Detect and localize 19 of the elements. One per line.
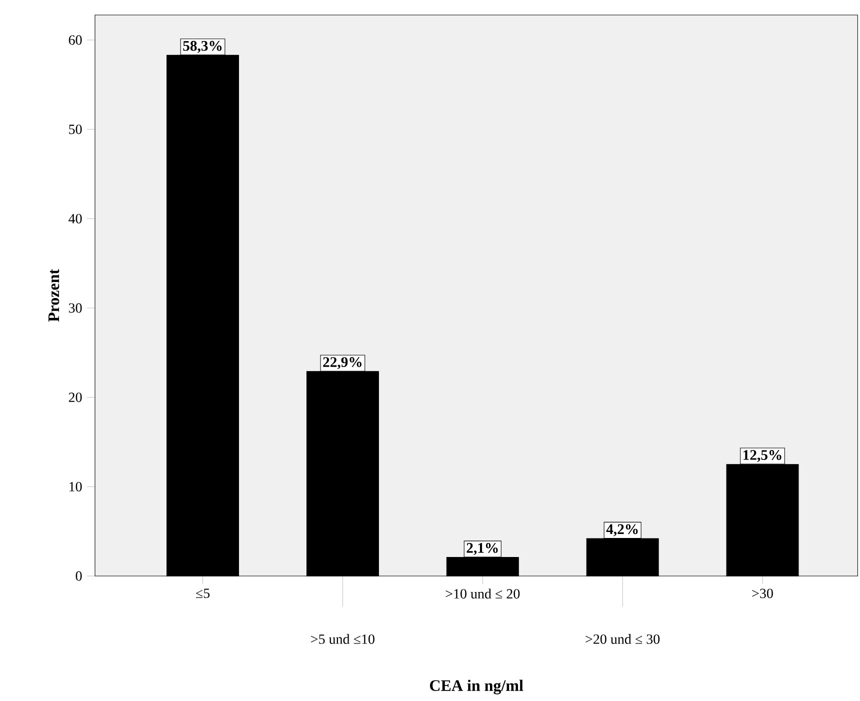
x-tick-label: >20 und ≤ 30 <box>586 634 660 644</box>
x-axis-title: CEA in ng/ml <box>430 680 524 694</box>
data-label: 12,5% <box>744 450 782 462</box>
x-tick-label: >10 und ≤ 20 <box>446 588 520 599</box>
x-tick-label: ≤5 <box>196 588 210 598</box>
data-label: 2,1% <box>466 542 498 555</box>
data-label: 58,3% <box>183 40 222 53</box>
y-tick-label: 0 <box>76 571 82 581</box>
y-tick-label: 40 <box>68 214 82 224</box>
x-tick-label: >30 <box>752 588 773 598</box>
y-tick-label: 20 <box>68 392 82 402</box>
x-tick-label: >5 und ≤10 <box>311 634 374 644</box>
data-label: 4,2% <box>606 524 638 536</box>
y-tick-label: 30 <box>68 303 82 313</box>
y-tick-label: 50 <box>69 124 82 134</box>
data-label: 22,9% <box>323 357 362 370</box>
y-tick-label: 10 <box>70 482 82 492</box>
y-tick-label: 60 <box>68 35 82 45</box>
y-axis-title: Prozent <box>48 269 60 322</box>
